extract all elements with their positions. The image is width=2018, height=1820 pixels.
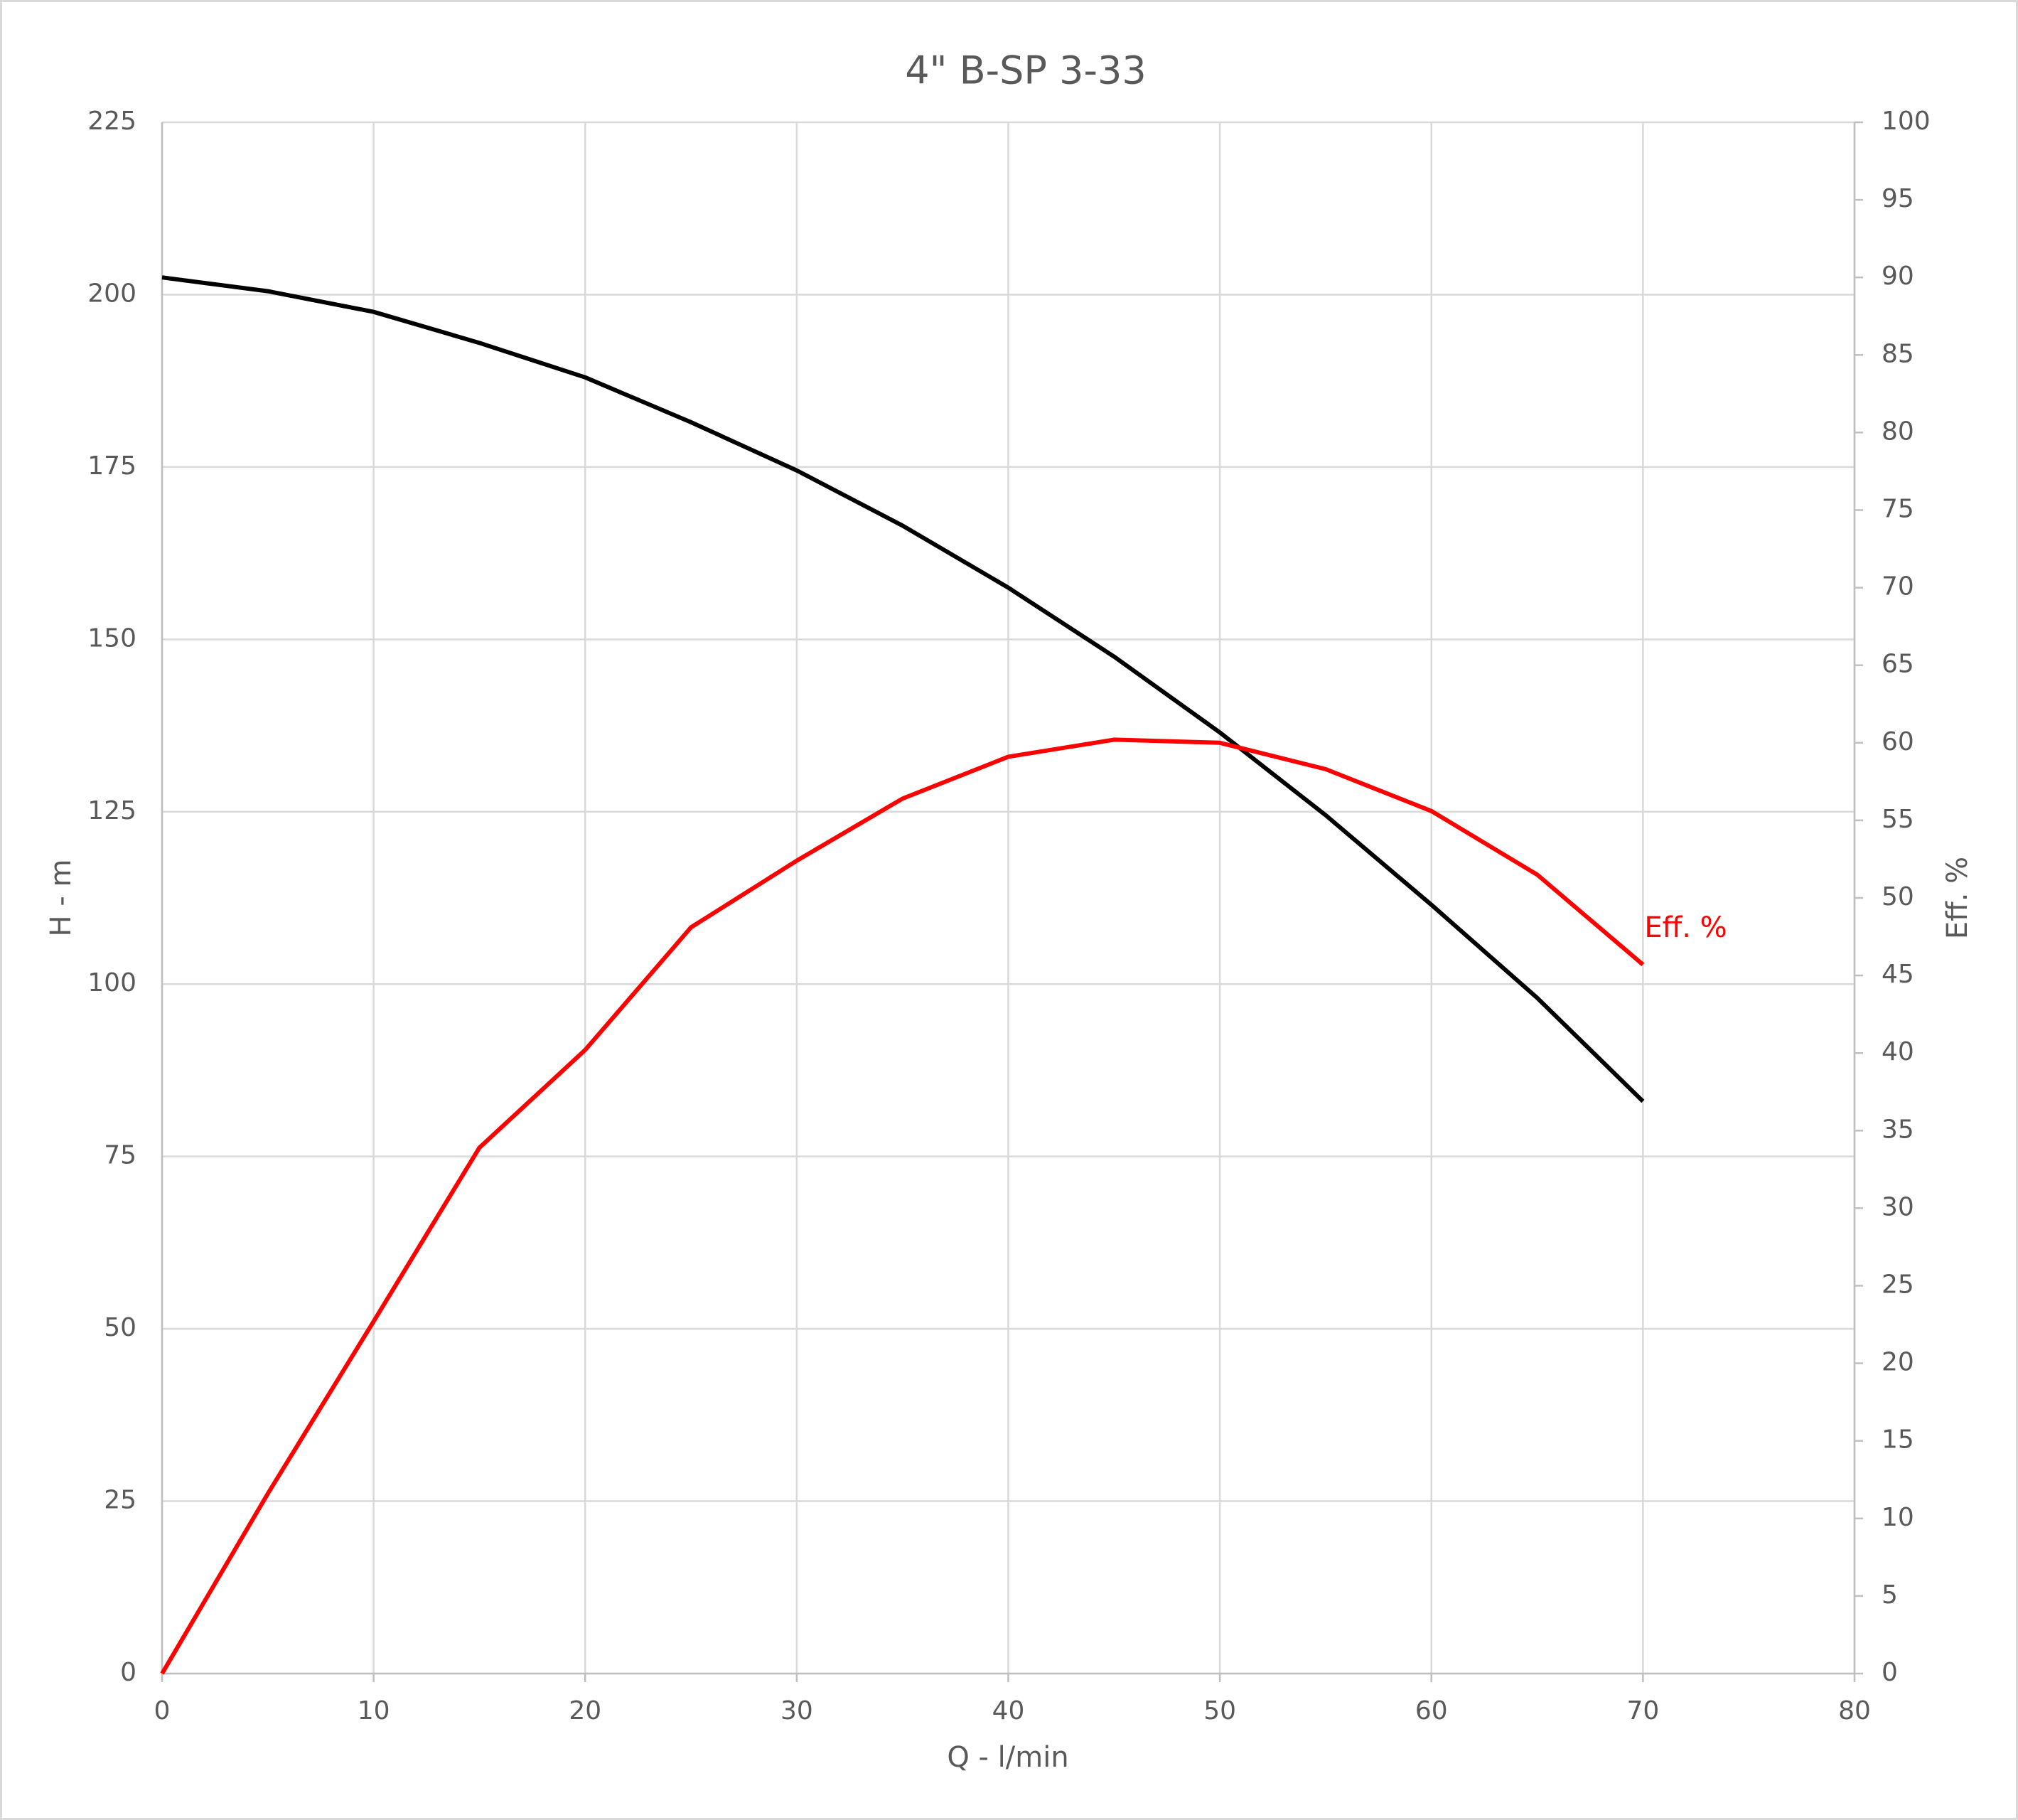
x-tick-label: 80 [1838, 1696, 1871, 1725]
y2-tick-label: 0 [1882, 1658, 1898, 1687]
y2-tick-label: 50 [1882, 882, 1914, 911]
y2-tick-label: 100 [1882, 107, 1931, 136]
line-series [160, 737, 1645, 1675]
y2-tick-label: 20 [1882, 1348, 1914, 1377]
y-tick-label: 175 [87, 451, 136, 481]
y-tick-label: 0 [120, 1658, 136, 1687]
x-tick-label: 70 [1626, 1696, 1659, 1725]
y2-tick-label: 95 [1882, 184, 1914, 213]
x-tick-label: 40 [992, 1696, 1025, 1725]
x-axis-label: Q - l/min [947, 1741, 1068, 1774]
y-tick-label: 25 [104, 1486, 136, 1515]
series-label: Eff. % [1644, 911, 1727, 944]
y2-tick-label: 45 [1882, 960, 1914, 989]
y-tick-label: 125 [87, 796, 136, 825]
y2-tick-label: 40 [1882, 1037, 1914, 1066]
y2-tick-label: 85 [1882, 339, 1914, 368]
y-tick-label: 50 [104, 1313, 136, 1342]
y2-tick-label: 15 [1882, 1425, 1914, 1455]
y2-tick-label: 60 [1882, 727, 1914, 756]
y2-tick-label: 90 [1882, 262, 1914, 291]
x-tick-label: 20 [569, 1696, 601, 1725]
y2-tick-label: 35 [1882, 1115, 1914, 1144]
x-tick-label: 10 [358, 1696, 390, 1725]
y2-tick-label: 65 [1882, 650, 1914, 679]
y-tick-label: 75 [104, 1141, 136, 1170]
y2-tick-label: 75 [1882, 495, 1914, 524]
x-tick-label: 0 [154, 1696, 171, 1725]
y-tick-label: 150 [87, 623, 136, 653]
y2-tick-label: 30 [1882, 1192, 1914, 1221]
y2-tick-label: 25 [1882, 1270, 1914, 1300]
y-tick-label: 225 [87, 107, 136, 136]
y2-tick-label: 10 [1882, 1503, 1914, 1532]
y-axis-label: H - m [45, 860, 77, 937]
x-tick-label: 30 [780, 1696, 813, 1725]
y2-tick-label: 55 [1882, 805, 1914, 834]
y2-tick-label: 5 [1882, 1580, 1898, 1610]
chart-title: 4" B-SP 3-33 [905, 48, 1146, 93]
y2-axis-label: Eff. % [1941, 857, 1974, 939]
y2-tick-label: 70 [1882, 572, 1914, 601]
line-series [161, 275, 1645, 1103]
x-tick-label: 60 [1415, 1696, 1448, 1725]
x-tick-label: 50 [1203, 1696, 1236, 1725]
y-tick-label: 200 [87, 279, 136, 308]
y2-tick-label: 80 [1882, 417, 1914, 446]
y-tick-label: 100 [87, 968, 136, 997]
